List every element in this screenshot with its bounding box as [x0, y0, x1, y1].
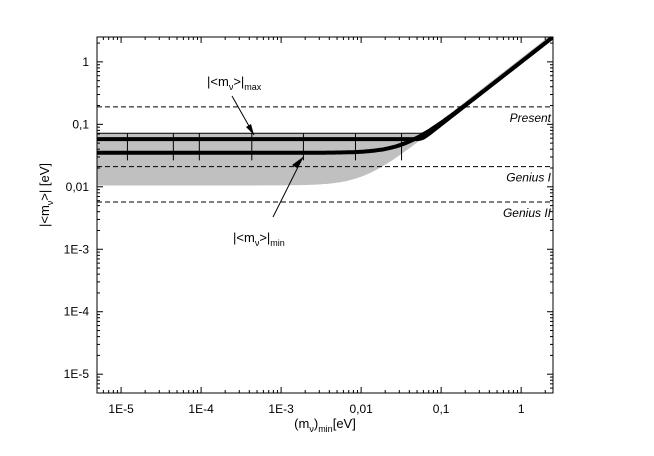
axis-ticks: [97, 37, 553, 393]
y-tick-label: 1: [82, 55, 89, 69]
y-axis-label: |<mν>| [eV]: [37, 163, 55, 227]
x-axis-label: (mν)min[eV]: [294, 416, 356, 434]
annotation-min-label: |<mν>|min: [233, 230, 285, 248]
x-tick-label: 0,01: [349, 402, 373, 416]
annotation-max-label: |<mν>|max: [207, 74, 262, 92]
y-tick-label: 1E-4: [64, 305, 90, 319]
plot-area: [97, 37, 553, 203]
series-line-2: [97, 37, 553, 134]
plot-frame: [96, 36, 554, 394]
x-tick-label: 1E-5: [108, 402, 134, 416]
reference-label-2: Genius II: [503, 206, 552, 220]
x-tick-label: 1E-4: [188, 402, 214, 416]
annotation-min-arrow: [272, 156, 304, 218]
annotation-min: |<mν>|min: [233, 156, 304, 248]
x-tick-label: 0,1: [433, 402, 450, 416]
reference-label-1: Genius I: [506, 171, 551, 185]
x-tick-label: 1E-3: [268, 402, 294, 416]
y-tick-label: 0,01: [66, 180, 90, 194]
annotation-min-arrowhead: [292, 157, 303, 168]
y-tick-label: 1E-3: [64, 242, 90, 256]
x-tick-label: 1: [518, 402, 525, 416]
uncertainty-band: [97, 37, 553, 186]
reference-line-labels: Present Genius I Genius II: [503, 111, 552, 220]
tick-labels: 1E-5 1E-4 1E-3 0,01 0,1 1 1E-5 1E-4 1E-3 0,01 0,1 1: [64, 55, 525, 416]
annotation-max-arrowhead: [246, 124, 254, 135]
y-tick-label: 1E-5: [64, 367, 90, 381]
y-tick-label: 0,1: [72, 117, 89, 131]
annotation-max: |<mν>|max: [207, 74, 262, 136]
reference-label-0: Present: [510, 111, 552, 125]
